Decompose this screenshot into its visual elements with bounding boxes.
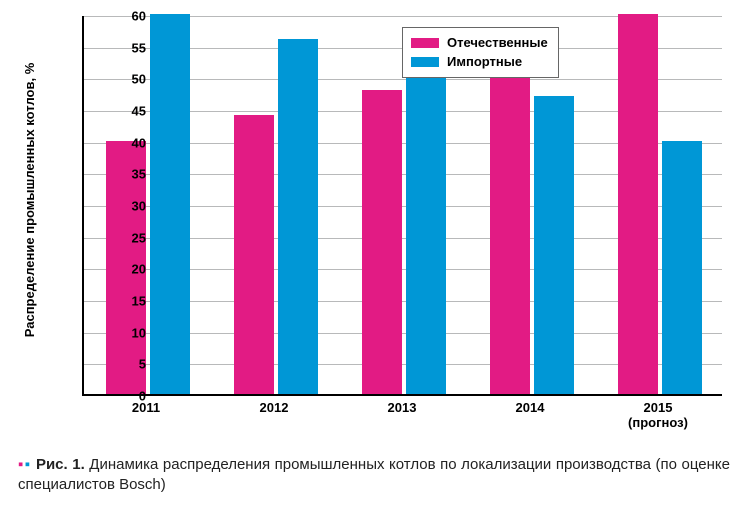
y-axis-title: Распределение промышленных котлов, % — [22, 63, 37, 338]
bar — [618, 14, 658, 394]
x-tick-label: 2011 — [132, 400, 160, 415]
y-tick-label: 15 — [116, 294, 146, 309]
x-tick-label: 2012 — [260, 400, 289, 415]
bar — [362, 90, 402, 394]
y-tick-label: 60 — [116, 9, 146, 24]
y-tick-label: 20 — [116, 262, 146, 277]
caption-text: Динамика распределения промышленных котл… — [18, 456, 730, 493]
legend-label: Отечественные — [447, 34, 548, 52]
legend-label: Импортные — [447, 53, 522, 71]
caption-bullet-icon: ▪▪ — [18, 456, 31, 473]
caption-lead: Рис. 1. — [36, 456, 85, 473]
y-tick-label: 30 — [116, 199, 146, 214]
legend-swatch — [411, 57, 439, 67]
bar — [150, 14, 190, 394]
y-tick-label: 40 — [116, 135, 146, 150]
x-tick-label: 2015 (прогноз) — [623, 400, 693, 430]
y-tick-label: 35 — [116, 167, 146, 182]
chart-container: Распределение промышленных котлов, % 051… — [18, 10, 728, 440]
y-tick-label: 45 — [116, 104, 146, 119]
bar — [234, 115, 274, 394]
legend: ОтечественныеИмпортные — [402, 27, 559, 77]
y-tick-label: 10 — [116, 325, 146, 340]
bar — [406, 65, 446, 394]
bar — [662, 141, 702, 394]
y-tick-label: 50 — [116, 72, 146, 87]
legend-swatch — [411, 38, 439, 48]
bar — [534, 96, 574, 394]
bar — [490, 58, 530, 394]
y-tick-label: 25 — [116, 230, 146, 245]
bar — [278, 39, 318, 394]
y-tick-label: 55 — [116, 40, 146, 55]
figure-caption: ▪▪ Рис. 1. Динамика распределения промыш… — [18, 455, 730, 496]
x-tick-label: 2013 — [388, 400, 417, 415]
legend-item: Импортные — [411, 53, 548, 71]
y-tick-label: 5 — [116, 357, 146, 372]
legend-item: Отечественные — [411, 34, 548, 52]
x-tick-label: 2014 — [516, 400, 545, 415]
